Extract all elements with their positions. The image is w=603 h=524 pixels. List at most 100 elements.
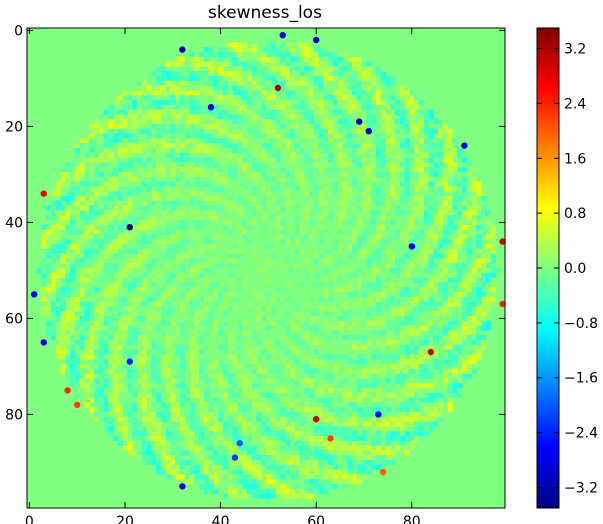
heatmap-cell <box>328 388 334 394</box>
heatmap-cell <box>122 95 128 101</box>
heatmap-cell <box>98 354 104 360</box>
heatmap-cell <box>414 95 420 101</box>
heatmap-cell <box>418 248 425 254</box>
heatmap-cell <box>232 47 238 53</box>
heatmap-cell <box>146 460 152 466</box>
heatmap-cell <box>414 186 420 192</box>
heatmap-cell <box>337 450 343 456</box>
heatmap-cell <box>361 167 367 173</box>
heatmap-cell <box>127 378 133 384</box>
heatmap-cell <box>70 311 76 317</box>
heatmap-cell <box>199 157 205 163</box>
heatmap-cell <box>89 287 95 293</box>
heatmap-cell <box>237 277 243 283</box>
heatmap-cell <box>352 340 358 346</box>
heatmap-cell <box>103 229 109 235</box>
heatmap-cell <box>84 277 90 283</box>
heatmap-cell <box>323 383 329 389</box>
heatmap-cell <box>160 359 166 365</box>
heatmap-cell <box>256 128 262 134</box>
heatmap-cell <box>452 224 458 230</box>
heatmap-cell <box>246 128 252 134</box>
heatmap-cell <box>103 263 109 269</box>
heatmap-cell <box>46 248 52 254</box>
heatmap-cell <box>270 76 276 82</box>
heatmap-cell <box>232 76 238 82</box>
heatmap-cell <box>227 488 233 494</box>
heatmap-cell <box>146 426 152 432</box>
heatmap-cell <box>179 268 186 274</box>
heatmap-cell <box>127 248 133 254</box>
heatmap-cell <box>423 167 429 173</box>
heatmap-cell <box>414 172 420 178</box>
heatmap-cell <box>218 421 224 427</box>
heatmap-cell <box>156 421 162 427</box>
heatmap-cell <box>222 80 229 86</box>
heatmap-cell <box>390 325 396 331</box>
heatmap-cell <box>50 210 56 216</box>
heatmap-cell <box>179 95 186 101</box>
heatmap-cell <box>385 114 391 120</box>
heatmap-cell <box>237 61 243 67</box>
heatmap-cell <box>294 436 300 442</box>
heatmap-cell <box>438 402 444 408</box>
heatmap-cell <box>361 292 367 298</box>
heatmap-cell <box>175 383 181 389</box>
heatmap-cell <box>476 282 482 288</box>
heatmap-cell <box>156 431 162 437</box>
heatmap-cell <box>380 450 386 456</box>
heatmap-cell <box>146 210 152 216</box>
heatmap-cell <box>352 272 358 278</box>
heatmap-cell <box>70 320 76 326</box>
heatmap-cell <box>136 397 143 403</box>
heatmap-cell <box>199 128 205 134</box>
heatmap-cell <box>117 191 123 197</box>
heatmap-cell <box>299 455 305 461</box>
heatmap-cell <box>251 397 257 403</box>
heatmap-cell <box>371 301 377 307</box>
heatmap-cell <box>222 320 229 326</box>
heatmap-cell <box>289 402 295 408</box>
heatmap-cell <box>213 325 219 331</box>
heatmap-cell <box>428 172 434 178</box>
heatmap-cell <box>323 287 329 293</box>
heatmap-cell <box>108 397 114 403</box>
heatmap-cell <box>237 100 243 106</box>
heatmap-cell <box>84 373 90 379</box>
heatmap-cell <box>256 95 262 101</box>
heatmap-cell <box>285 61 291 67</box>
heatmap-cell <box>65 311 71 317</box>
heatmap-cell <box>375 392 382 398</box>
heatmap-cell <box>418 392 425 398</box>
heatmap-cell <box>108 359 114 365</box>
heatmap-cell <box>304 301 310 307</box>
heatmap-cell <box>117 373 123 379</box>
heatmap-cell <box>160 320 166 326</box>
heatmap-cell <box>485 220 491 226</box>
heatmap-cell <box>151 431 157 437</box>
heatmap-cell <box>318 224 324 230</box>
heatmap-cell <box>285 138 291 144</box>
heatmap-cell <box>270 90 276 96</box>
heatmap-cell <box>428 388 434 394</box>
heatmap-cell <box>189 455 195 461</box>
heatmap-cell <box>433 167 439 173</box>
heatmap-cell <box>299 80 305 86</box>
heatmap-cell <box>84 157 90 163</box>
heatmap-cell <box>318 479 324 485</box>
heatmap-cell <box>328 66 334 72</box>
heatmap-cell <box>466 359 472 365</box>
heatmap-cell <box>70 191 76 197</box>
heatmap-cell <box>461 268 468 274</box>
heatmap-cell <box>79 215 85 221</box>
heatmap-cell <box>170 191 176 197</box>
heatmap-cell <box>194 157 200 163</box>
heatmap-cell <box>208 109 214 115</box>
heatmap-cell <box>103 426 109 432</box>
heatmap-cell <box>299 181 305 187</box>
heatmap-cell <box>65 191 71 197</box>
heatmap-cell <box>222 397 229 403</box>
heatmap-cell <box>280 42 286 48</box>
heatmap-cell <box>313 272 319 278</box>
heatmap-cell <box>194 416 200 422</box>
